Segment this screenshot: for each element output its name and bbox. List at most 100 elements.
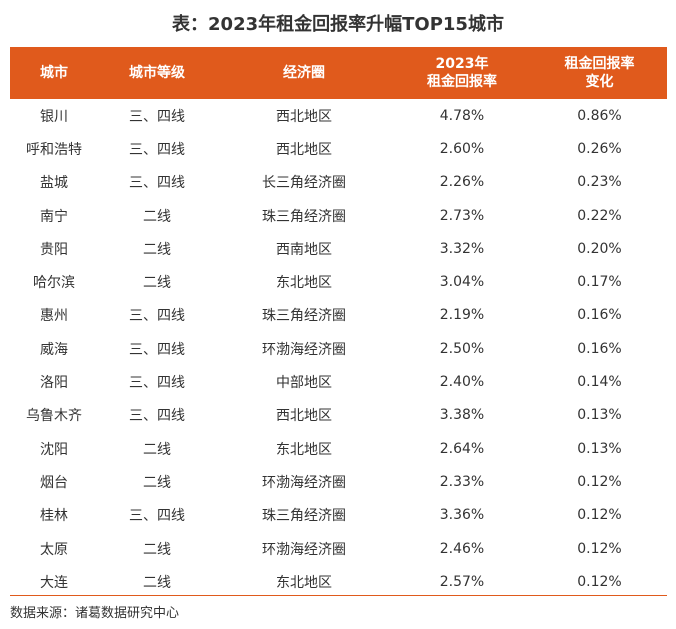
cell-economic-zone: 珠三角经济圈 [262,208,346,225]
cell-rent-return-change: 0.16% [577,307,622,324]
cell-economic-zone: 西北地区 [276,141,332,158]
data-source-note: 数据来源：诸葛数据研究中心 [10,606,180,621]
cell-economic-zone: 环渤海经济圈 [262,341,346,358]
table-header-row: 城市 城市等级 经济圈 2023年 租金回报率 租金回报率 变化 [10,47,667,99]
table-row: 哈尔滨 二线 东北地区 3.04% 0.17% [10,265,667,298]
cell-economic-zone: 环渤海经济圈 [262,541,346,558]
cell-rent-return-change: 0.12% [577,473,622,490]
cell-city: 桂林 [40,508,68,525]
cell-economic-zone: 东北地区 [276,441,332,458]
cell-economic-zone: 东北地区 [276,275,332,292]
table-body: 银川 三、四线 西北地区 4.78% 0.86% 呼和浩特 三、四线 西北地区 2.60% 0.2… [10,99,667,598]
table-row: 威海 三、四线 环渤海经济圈 2.50% 0.16% [10,332,667,365]
table-row: 沈阳 二线 东北地区 2.64% 0.13% [10,432,667,465]
table-row: 烟台 二线 环渤海经济圈 2.33% 0.12% [10,465,667,498]
table-title: 表：2023年租金回报率升幅TOP15城市 [172,14,504,35]
table-row: 惠州 三、四线 珠三角经济圈 2.19% 0.16% [10,299,667,332]
cell-city: 乌鲁木齐 [26,408,82,425]
cell-rent-return-change: 0.13% [577,440,622,457]
cell-economic-zone: 长三角经济圈 [262,175,346,192]
cell-city: 太原 [40,541,68,558]
cell-city-tier: 二线 [143,275,171,292]
cell-city-tier: 二线 [143,541,171,558]
cell-city-tier: 二线 [143,574,171,591]
cell-rent-return-2023: 2.46% [439,540,485,557]
cell-rent-return-change: 0.13% [577,407,622,424]
cell-city-tier: 二线 [143,241,171,258]
cell-rent-return-change: 0.23% [577,174,622,191]
cell-city-tier: 三、四线 [129,408,185,425]
cell-rent-return-change: 0.14% [577,374,622,391]
header-economic-zone: 经济圈 [283,65,325,81]
cell-city-tier: 二线 [143,208,171,225]
table-row: 大连 二线 东北地区 2.57% 0.12% [10,565,667,598]
rent-return-table: 城市 城市等级 经济圈 2023年 租金回报率 租金回报率 变化 银川 三、四线西… [10,47,667,598]
cell-rent-return-change: 0.12% [577,573,622,590]
cell-city: 呼和浩特 [26,141,82,158]
cell-city: 烟台 [40,474,68,491]
cell-economic-zone: 珠三角经济圈 [262,508,346,525]
cell-rent-return-change: 0.20% [577,240,622,257]
cell-city: 惠州 [40,308,68,325]
cell-economic-zone: 西北地区 [276,108,332,125]
cell-rent-return-change: 0.17% [577,274,622,291]
cell-rent-return-2023: 2.57% [439,573,485,590]
table-row: 贵阳 二线 西南地区 3.32% 0.20% [10,232,667,265]
cell-rent-return-2023: 3.04% [439,274,485,291]
table-row: 桂林 三、四线 珠三角经济圈 3.36% 0.12% [10,499,667,532]
table-row: 盐城 三、四线 长三角经济圈 2.26% 0.23% [10,166,667,199]
header-city-tier: 城市等级 [129,65,185,81]
cell-rent-return-2023: 2.19% [439,307,485,324]
cell-city-tier: 三、四线 [129,108,185,125]
cell-rent-return-2023: 2.73% [439,207,485,224]
cell-rent-return-2023: 2.60% [439,140,485,157]
footer-divider [10,595,667,596]
cell-rent-return-2023: 2.64% [439,440,485,457]
cell-economic-zone: 珠三角经济圈 [262,308,346,325]
table-row: 南宁 二线 珠三角经济圈 2.73% 0.22% [10,199,667,232]
cell-rent-return-2023: 3.38% [439,407,485,424]
cell-rent-return-change: 0.26% [577,140,622,157]
cell-rent-return-2023: 2.40% [439,374,485,391]
table-row: 太原 二线 环渤海经济圈 2.46% 0.12% [10,532,667,565]
cell-city-tier: 三、四线 [129,375,185,392]
cell-city: 南宁 [40,208,68,225]
cell-rent-return-2023: 3.32% [439,240,485,257]
cell-rent-return-2023: 2.26% [439,174,485,191]
cell-city-tier: 三、四线 [129,141,185,158]
cell-rent-return-change: 0.16% [577,340,622,357]
cell-economic-zone: 西南地区 [276,241,332,258]
cell-economic-zone: 西北地区 [276,408,332,425]
cell-rent-return-change: 0.12% [577,540,622,557]
cell-city: 威海 [40,341,68,358]
table-row: 乌鲁木齐 三、四线 西北地区 3.38% 0.13% [10,399,667,432]
cell-city: 盐城 [40,175,68,192]
cell-rent-return-change: 0.22% [577,207,622,224]
header-city: 城市 [40,65,68,81]
cell-city: 哈尔滨 [33,275,75,292]
cell-economic-zone: 环渤海经济圈 [262,474,346,491]
cell-rent-return-2023: 2.33% [439,473,485,490]
cell-city: 洛阳 [40,375,68,392]
table-row: 银川 三、四线 西北地区 4.78% 0.86% [10,99,667,132]
cell-city: 沈阳 [40,441,68,458]
cell-city-tier: 三、四线 [129,508,185,525]
cell-rent-return-change: 0.86% [577,107,622,124]
cell-city-tier: 三、四线 [129,175,185,192]
cell-economic-zone: 中部地区 [276,375,332,392]
cell-city: 贵阳 [40,241,68,258]
table-row: 洛阳 三、四线 中部地区 2.40% 0.14% [10,365,667,398]
header-rent-return-change: 租金回报率 变化 [564,56,635,90]
cell-city-tier: 二线 [143,441,171,458]
cell-rent-return-2023: 4.78% [439,107,485,124]
cell-economic-zone: 东北地区 [276,574,332,591]
cell-city-tier: 三、四线 [129,341,185,358]
cell-city-tier: 三、四线 [129,308,185,325]
header-rent-return-2023: 2023年 租金回报率 [427,56,497,90]
cell-city: 银川 [40,108,68,125]
cell-rent-return-2023: 2.50% [439,340,485,357]
table-row: 呼和浩特 三、四线 西北地区 2.60% 0.26% [10,132,667,165]
cell-rent-return-2023: 3.36% [439,507,485,524]
cell-city: 大连 [40,574,68,591]
cell-city-tier: 二线 [143,474,171,491]
